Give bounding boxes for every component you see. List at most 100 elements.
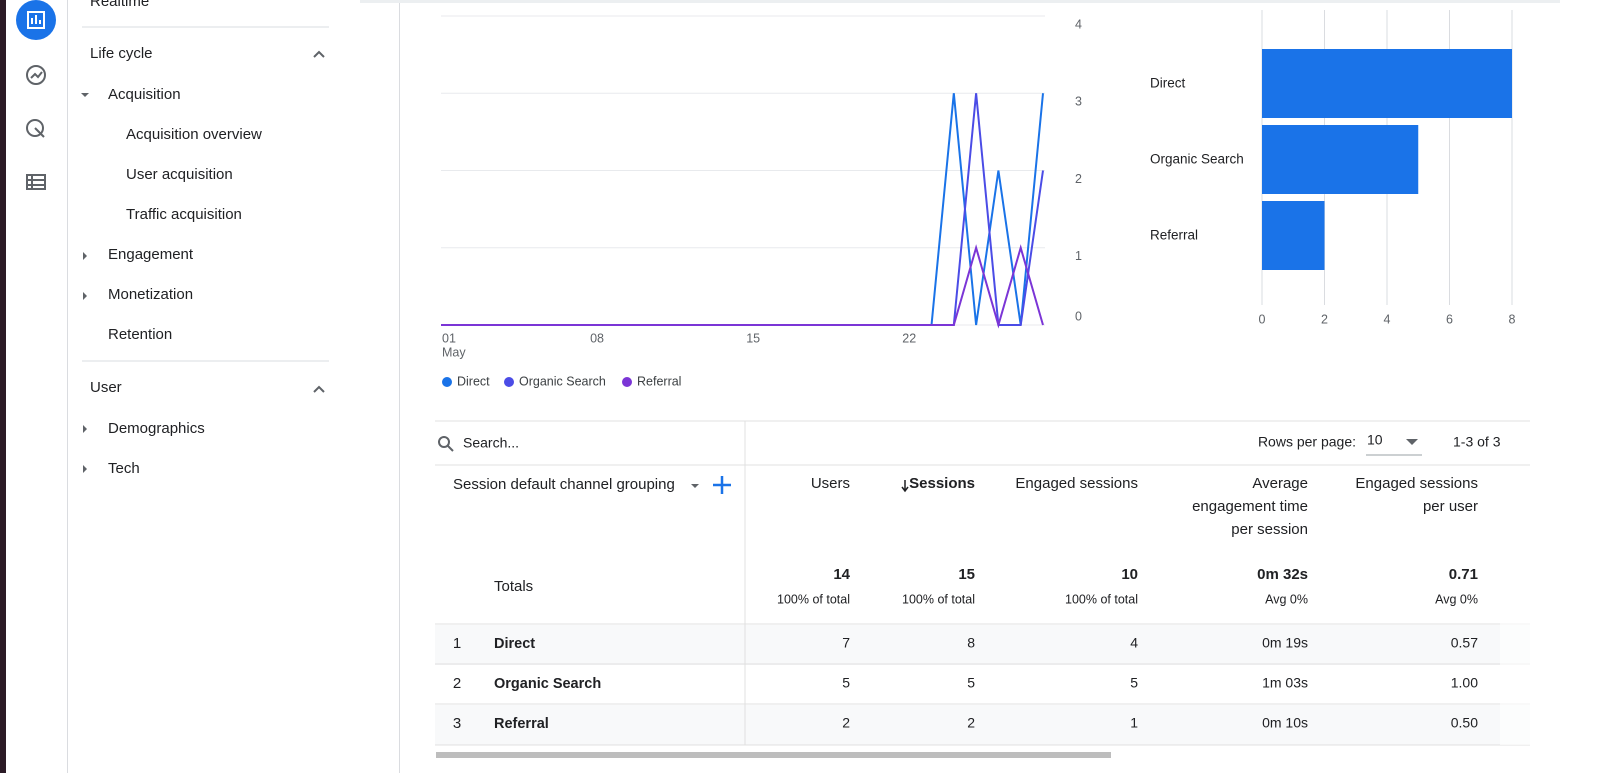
column-header[interactable]: Users [811, 475, 850, 492]
line-series [441, 244, 1044, 329]
line-series [441, 93, 1044, 326]
nav-subitem[interactable]: User acquisition [126, 166, 233, 183]
x-tick-label: 08 [590, 331, 604, 345]
legend-dot [442, 377, 452, 387]
nav-item[interactable]: Tech [108, 460, 140, 477]
fade [1500, 466, 1530, 745]
bar [1262, 49, 1512, 118]
cell: 4 [1130, 635, 1138, 651]
totals-note: 100% of total [902, 592, 975, 606]
scrollbar[interactable] [436, 752, 1111, 758]
nav-item[interactable]: Engagement [108, 246, 194, 263]
column-header[interactable]: Engaged sessions [1015, 475, 1138, 492]
x-tick-label: 2 [1321, 312, 1328, 326]
cell: 5 [1130, 675, 1138, 691]
y-tick-label: 0 [1075, 309, 1082, 323]
cell: 0.57 [1451, 635, 1478, 651]
rail-border [67, 0, 68, 773]
expand-caret[interactable] [83, 425, 87, 433]
collapse-caret[interactable] [313, 50, 325, 58]
expand-caret[interactable] [83, 252, 87, 260]
section-title[interactable]: User [90, 379, 122, 396]
nav-item[interactable]: Monetization [108, 286, 193, 303]
expand-caret[interactable] [81, 93, 89, 97]
cell: 8 [967, 635, 975, 651]
row-index: 2 [453, 675, 461, 692]
sort-arrow[interactable] [901, 480, 909, 493]
y-tick-label: 4 [1075, 17, 1082, 31]
table-lines [435, 420, 1530, 746]
expand-caret[interactable] [83, 292, 87, 300]
cell: 0m 10s [1262, 715, 1308, 731]
add-dimension[interactable] [713, 476, 731, 494]
totals-value: 15 [958, 566, 975, 583]
x-tick-label: 6 [1446, 312, 1453, 326]
sidebar-border [399, 0, 400, 773]
configure-icon[interactable] [26, 174, 46, 190]
cell: 5 [967, 675, 975, 691]
y-tick-label: 2 [1075, 172, 1082, 186]
column-header[interactable]: Engaged sessions [1355, 475, 1478, 492]
legend-label: Organic Search [519, 374, 606, 388]
legend-dot [504, 377, 514, 387]
top-shadow [360, 0, 1560, 3]
y-tick-label: 1 [1075, 249, 1082, 263]
rows-select[interactable]: 10 [1367, 432, 1383, 448]
icon-glyph [30, 71, 43, 79]
totals-note: Avg 0% [1265, 592, 1308, 606]
column-header[interactable]: Sessions [909, 475, 975, 492]
nav-subitem[interactable]: Acquisition overview [126, 126, 262, 143]
cell: 1 [1130, 715, 1138, 731]
icon-glyph [34, 127, 45, 138]
x-tick-label: 4 [1384, 312, 1391, 326]
dropdown-caret[interactable] [1406, 439, 1418, 445]
column-header[interactable]: per session [1231, 521, 1308, 538]
nav-item[interactable]: Retention [108, 326, 172, 343]
collapse-caret[interactable] [313, 385, 325, 393]
search-input[interactable]: Search... [463, 435, 519, 451]
nav-subitem[interactable]: Traffic acquisition [126, 206, 242, 223]
row-bg [435, 625, 1530, 665]
row-index: 3 [453, 715, 461, 732]
cell: 7 [842, 635, 850, 651]
x-tick-label: 0 [1259, 312, 1266, 326]
row-label: Referral [494, 716, 549, 732]
column-header[interactable]: per user [1423, 498, 1478, 515]
row-bg [435, 705, 1530, 745]
legend-dot [622, 377, 632, 387]
x-tick-label: 8 [1509, 312, 1516, 326]
nav-item[interactable]: Acquisition [108, 86, 181, 103]
x-tick-label: 01 [442, 331, 456, 345]
expand-caret[interactable] [83, 465, 87, 473]
x-tick-label: 22 [902, 331, 916, 345]
advertising-icon[interactable] [26, 119, 44, 137]
legend-label: Direct [457, 374, 490, 388]
column-header[interactable]: Session default channel grouping [453, 476, 675, 493]
totals-value: 10 [1121, 566, 1138, 583]
line-series [441, 93, 1044, 326]
column-header[interactable]: Average [1252, 475, 1308, 492]
row-label: Direct [494, 636, 535, 652]
bar [1262, 125, 1419, 194]
desktop-edge [0, 0, 6, 773]
y-tick-label: Direct [1150, 76, 1186, 91]
cell: 1m 03s [1262, 675, 1308, 691]
dimension-caret[interactable] [691, 484, 699, 488]
table-chrome [435, 420, 1530, 758]
explore-icon[interactable] [26, 65, 46, 85]
nav-item[interactable]: Demographics [108, 420, 205, 437]
rows-label: Rows per page: [1258, 434, 1356, 450]
row-index: 1 [453, 635, 461, 652]
section-title[interactable]: Life cycle [90, 45, 153, 62]
search-icon [438, 436, 450, 448]
y-tick-label: 3 [1075, 95, 1082, 109]
totals-note: 100% of total [1065, 592, 1138, 606]
x-month-label: May [442, 345, 466, 359]
pagination: 1-3 of 3 [1453, 434, 1501, 450]
column-header[interactable]: engagement time [1192, 498, 1308, 515]
carets [81, 50, 325, 473]
cell: 0m 19s [1262, 635, 1308, 651]
x-tick-label: 15 [746, 331, 760, 345]
nav-item[interactable]: Realtime [90, 0, 149, 10]
